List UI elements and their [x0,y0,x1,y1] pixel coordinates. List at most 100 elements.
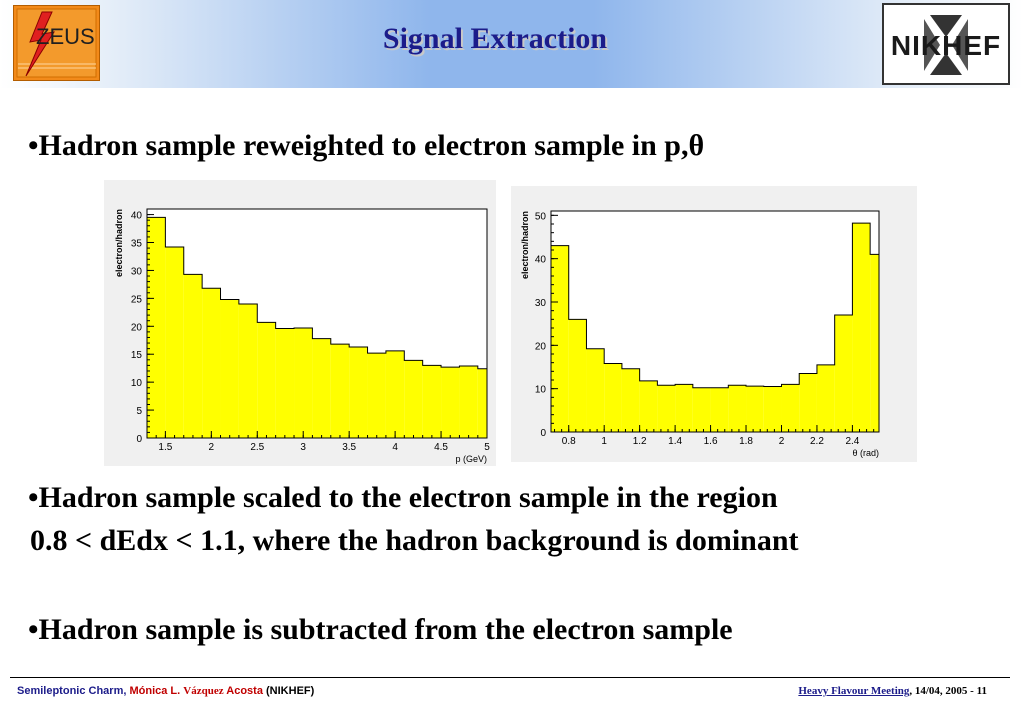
x-tick-label: 2.5 [250,442,264,453]
y-tick-label: 20 [535,341,547,352]
x-tick-label: 1.2 [633,436,647,447]
x-tick-label: 2 [209,442,215,453]
y-tick-label: 40 [131,211,143,222]
nikhef-logo: NIKHEF [882,3,1010,85]
footer-institute: (NIKHEF) [266,685,315,697]
svg-text:ZEUS: ZEUS [36,24,95,49]
y-axis-label: electron/hadron [114,209,124,277]
x-tick-label: 2.4 [845,436,859,447]
bullet-scale-line2: 0.8 < dEdx < 1.1, where the hadron backg… [30,524,799,557]
footer-right: Heavy Flavour Meeting, 14/04, 2005 - 11 [798,685,987,697]
zeus-logo: ZEUS [13,5,100,81]
y-tick-label: 10 [535,385,547,396]
histogram-bar [404,360,423,438]
footer-date-page: , 14/04, 2005 - 11 [909,685,987,697]
y-tick-label: 25 [131,294,143,305]
histogram-bar [675,384,693,432]
histogram-bar [834,315,853,432]
histogram-bar [763,386,782,432]
histogram-bar [349,346,368,438]
footer-author-first: Mónica L. [129,685,181,697]
histogram-bar [422,365,442,438]
histogram-bar [621,368,640,432]
x-tick-label: 3.5 [342,442,356,453]
histogram-bar [257,322,276,438]
histogram-bar [441,367,460,438]
histogram-bar [165,246,184,438]
x-axis-label: θ (rad) [852,448,879,458]
histogram-bar [220,299,239,438]
histogram-bar [367,353,386,438]
bullet-subtract: •Hadron sample is subtracted from the el… [28,613,733,646]
histogram-bar [294,327,313,438]
header-banner: ZEUS Signal Extraction NIKHEF [0,0,1023,88]
histogram-bar [586,348,605,432]
footer-author-last: Acosta [226,685,263,697]
y-axis-label: electron/hadron [520,211,530,279]
histogram-bar [459,365,478,438]
footer-divider [10,677,1010,678]
x-tick-label: 2 [779,436,785,447]
x-tick-label: 0.8 [562,436,576,447]
y-tick-label: 10 [131,378,143,389]
histogram-bar [746,386,764,432]
histogram-bar [728,385,747,432]
histogram-bar [781,384,800,432]
footer-left: Semileptonic Charm, Mónica L. Vázquez Ac… [17,685,314,697]
x-tick-label: 2.2 [810,436,824,447]
histogram-bar [639,380,658,432]
x-tick-label: 1.4 [668,436,682,447]
footer-project: Semileptonic Charm [17,685,124,697]
x-tick-label: 4 [392,442,398,453]
x-tick-label: 3 [300,442,306,453]
histogram-bar [551,245,569,432]
histogram-bar [657,385,676,432]
footer-author-mid: Vázquez [183,685,224,697]
histogram-bar [477,368,487,438]
y-tick-label: 5 [136,406,142,417]
y-tick-label: 30 [535,298,547,309]
x-tick-label: 5 [484,442,490,453]
x-tick-label: 4.5 [434,442,448,453]
x-tick-label: 1.8 [739,436,753,447]
y-tick-label: 0 [136,434,142,445]
histogram-bar [183,274,203,438]
histogram-bar [799,373,817,432]
y-tick-label: 20 [131,322,143,333]
histogram-bar [238,303,258,438]
x-tick-label: 1.6 [704,436,718,447]
footer-meeting: Heavy Flavour Meeting [798,685,910,697]
histogram-bar [870,254,879,432]
histogram-bar [692,387,711,432]
y-tick-label: 40 [535,255,547,266]
histogram-bar [710,387,729,432]
y-tick-label: 50 [535,211,547,222]
histogram-outline [550,222,880,432]
histogram-bar [275,328,295,438]
bullet-scale-line1: •Hadron sample scaled to the electron sa… [28,481,778,514]
theta-ratio-histogram: 0 10 20 30 40 50 0.8 1 1.2 1.4 1.6 1.8 2 2.2 2.4θ (rad… [511,186,917,462]
histogram-outline [146,216,488,438]
y-tick-label: 30 [131,266,143,277]
histogram-bar [852,223,871,432]
y-tick-label: 35 [131,239,143,250]
histogram-bar [312,338,331,438]
histogram-bar [568,319,587,432]
histogram-bar [604,363,622,432]
y-tick-label: 15 [131,350,143,361]
histogram-bar [385,350,405,438]
histogram-bar [330,344,350,438]
footer-comma: , [123,685,130,697]
histogram-bar [147,217,166,438]
x-tick-label: 1 [601,436,607,447]
plot-border [550,210,880,433]
y-tick-label: 0 [540,428,546,439]
svg-text:NIKHEF: NIKHEF [891,30,1001,61]
histogram-bar [202,288,221,438]
bullet-reweight: •Hadron sample reweighted to electron sa… [28,129,705,162]
x-tick-label: 1.5 [158,442,172,453]
slide-title: Signal Extraction [382,22,608,55]
plot-border [146,208,488,439]
histogram-bar [816,364,835,432]
